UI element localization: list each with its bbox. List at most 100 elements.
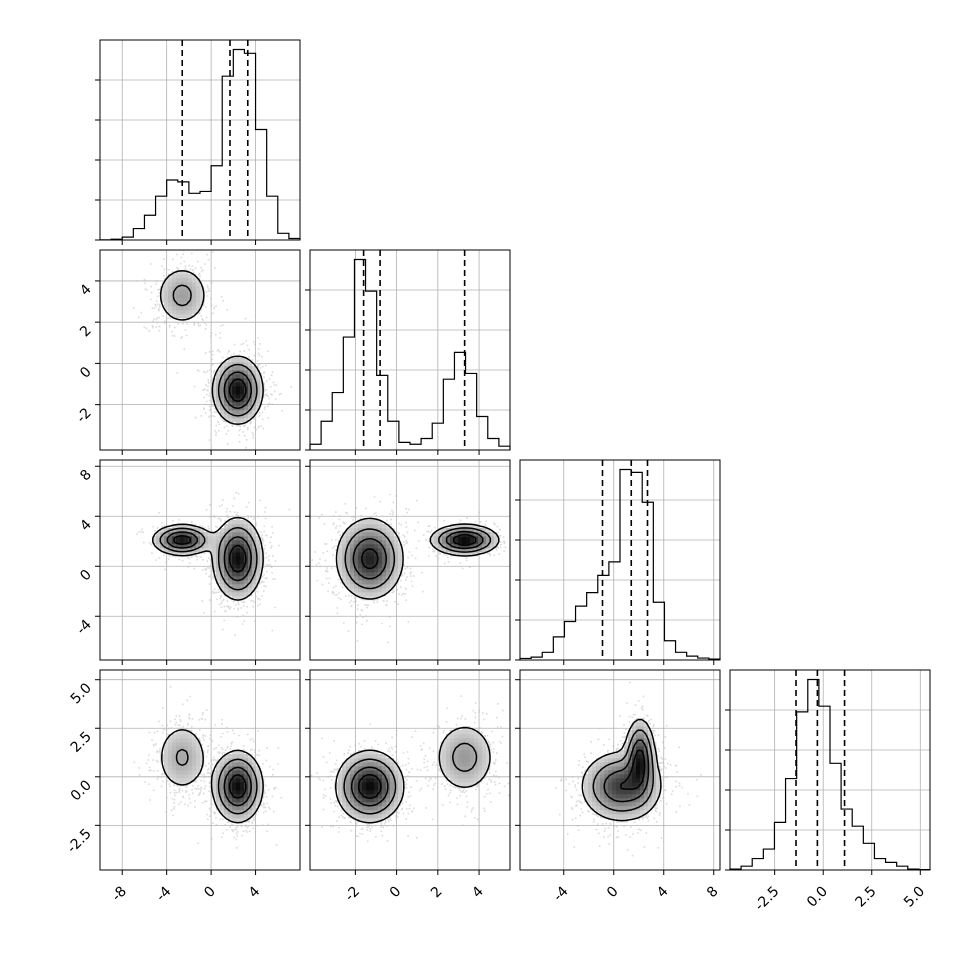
- density-cell: [188, 774, 193, 779]
- y-tick-label: 0: [77, 364, 95, 382]
- density-cell: [458, 552, 463, 557]
- density-cell: [176, 734, 181, 739]
- density-cell: [172, 528, 177, 533]
- density-cell: [216, 402, 221, 407]
- density-cell: [470, 548, 475, 553]
- density-cell: [172, 532, 177, 537]
- density-cell: [370, 536, 375, 541]
- density-cell: [188, 302, 193, 307]
- density-cell: [224, 528, 229, 533]
- density-cell: [184, 536, 189, 541]
- density-cell: [386, 568, 391, 573]
- density-cell: [478, 532, 483, 537]
- density-cell: [362, 750, 367, 755]
- density-cell: [378, 552, 383, 557]
- density-cell: [458, 770, 463, 775]
- density-cell: [450, 524, 455, 529]
- density-cell: [176, 754, 181, 759]
- density-cell: [362, 544, 367, 549]
- density-cell: [370, 810, 375, 815]
- density-cell: [632, 782, 637, 787]
- density-cell: [612, 794, 617, 799]
- density-cell: [358, 568, 363, 573]
- density-cell: [644, 742, 649, 747]
- density-cell: [442, 750, 447, 755]
- density-cell: [636, 762, 641, 767]
- density-cell: [486, 548, 491, 553]
- density-cell: [236, 536, 241, 541]
- density-cell: [450, 766, 455, 771]
- density-cell: [378, 794, 383, 799]
- density-cell: [398, 556, 403, 561]
- density-cell: [184, 274, 189, 279]
- density-cell: [256, 794, 261, 799]
- density-cell: [446, 746, 451, 751]
- density-cell: [592, 806, 597, 811]
- density-cell: [358, 758, 363, 763]
- density-cell: [366, 596, 371, 601]
- density-cell: [248, 560, 253, 565]
- density-cell: [240, 548, 245, 553]
- density-cell: [224, 786, 229, 791]
- density-cell: [450, 746, 455, 751]
- density-cell: [256, 544, 261, 549]
- density-cell: [164, 306, 169, 311]
- density-cell: [458, 730, 463, 735]
- density-cell: [192, 294, 197, 299]
- density-cell: [184, 548, 189, 553]
- density-cell: [252, 584, 257, 589]
- density-cell: [596, 810, 601, 815]
- density-cell: [172, 286, 177, 291]
- density-cell: [240, 786, 245, 791]
- density-cell: [644, 730, 649, 735]
- density-cell: [394, 568, 399, 573]
- density-cell: [342, 806, 347, 811]
- density-cell: [228, 378, 233, 383]
- density-cell: [172, 552, 177, 557]
- density-cell: [370, 564, 375, 569]
- density-cell: [358, 754, 363, 759]
- density-cell: [252, 398, 257, 403]
- density-cell: [338, 564, 343, 569]
- density-cell: [624, 802, 629, 807]
- density-cell: [604, 766, 609, 771]
- density-cell: [236, 762, 241, 767]
- density-cell: [240, 572, 245, 577]
- density-cell: [382, 564, 387, 569]
- density-cell: [192, 770, 197, 775]
- density-cell: [220, 806, 225, 811]
- density-cell: [366, 564, 371, 569]
- density-cell: [366, 778, 371, 783]
- density-cell: [228, 802, 233, 807]
- density-cell: [478, 536, 483, 541]
- density-cell: [236, 810, 241, 815]
- density-cell: [338, 770, 343, 775]
- density-cell: [366, 568, 371, 573]
- density-cell: [164, 282, 169, 287]
- density-cell: [624, 798, 629, 803]
- density-cell: [236, 786, 241, 791]
- density-cell: [212, 778, 217, 783]
- density-cell: [632, 814, 637, 819]
- density-cell: [164, 762, 169, 767]
- density-cell: [256, 540, 261, 545]
- density-cell: [248, 378, 253, 383]
- density-cell: [192, 302, 197, 307]
- density-cell: [482, 536, 487, 541]
- density-cell: [652, 770, 657, 775]
- density-cell: [470, 762, 475, 767]
- density-cell: [244, 572, 249, 577]
- density-cell: [450, 536, 455, 541]
- density-cell: [648, 782, 653, 787]
- density-cell: [192, 766, 197, 771]
- density-cell: [240, 806, 245, 811]
- density-cell: [172, 302, 177, 307]
- density-cell: [212, 386, 217, 391]
- density-cell: [374, 778, 379, 783]
- density-cell: [370, 560, 375, 565]
- density-cell: [366, 588, 371, 593]
- density-cell: [458, 544, 463, 549]
- density-cell: [366, 532, 371, 537]
- density-cell: [228, 520, 233, 525]
- density-cell: [386, 528, 391, 533]
